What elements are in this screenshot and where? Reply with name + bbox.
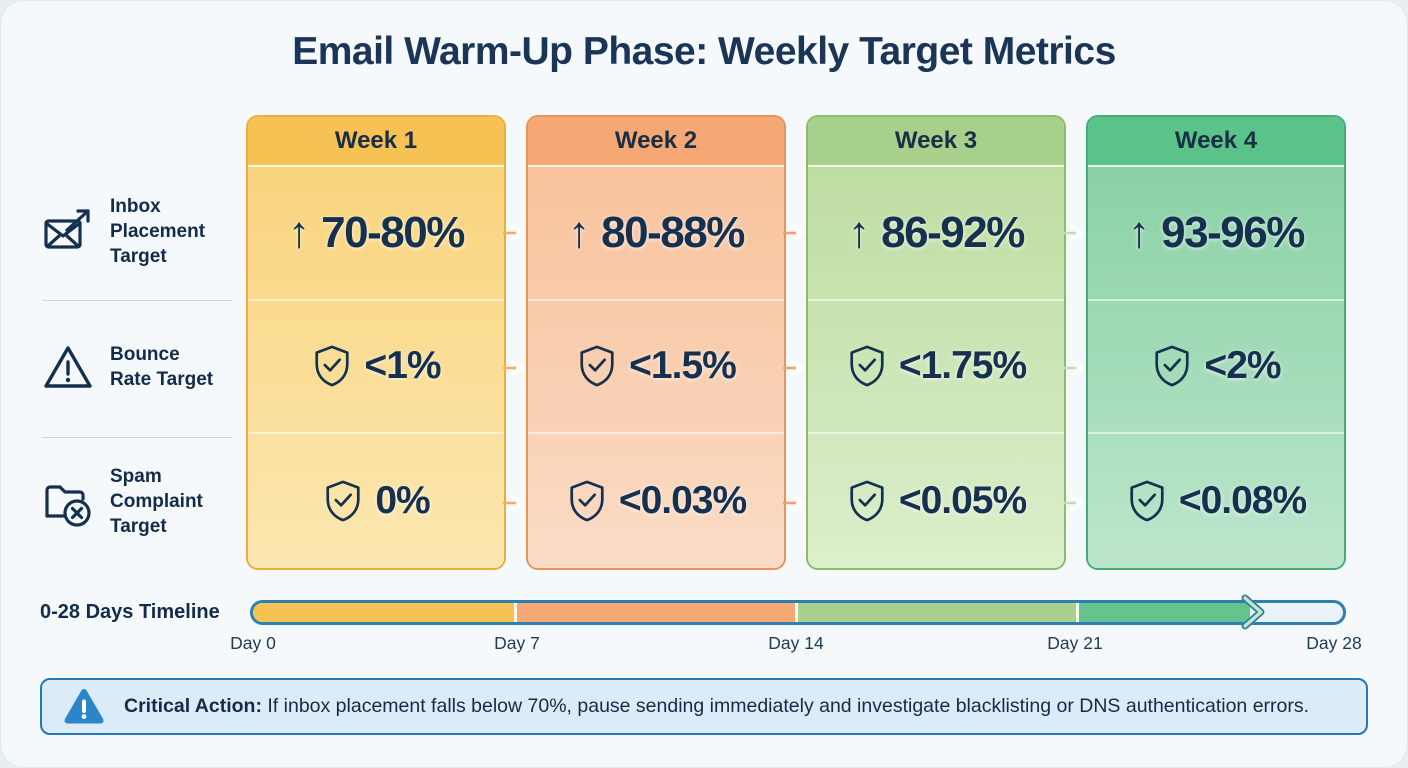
up-arrow-icon: ↑ <box>1128 207 1151 257</box>
warning-triangle-icon <box>44 345 92 388</box>
shield-check-icon <box>1155 346 1190 387</box>
metric-label: Inbox Placement Target <box>110 196 206 267</box>
week-3-column: Week 3 ↑ 86-92% <1.75% <0.05% <box>806 115 1066 570</box>
timeline-bar <box>250 594 1346 630</box>
shield-check-icon <box>850 480 884 522</box>
metric-label: Spam Complaint Target <box>110 466 203 537</box>
timeline-segment-week2 <box>515 603 796 622</box>
metric-divider <box>42 300 232 301</box>
alert-triangle-icon <box>64 688 104 723</box>
spam-complaint-cell: <0.08% <box>1088 434 1344 568</box>
bounce-rate-cell: <1% <box>248 301 504 435</box>
day-label-28: Day 28 <box>1306 633 1362 653</box>
flow-arrow-icon <box>503 494 524 512</box>
week-header: Week 2 <box>528 117 784 167</box>
spam-complaint-cell: <0.05% <box>808 434 1064 568</box>
inbox-placement-value: 80-88% <box>601 207 745 257</box>
up-arrow-icon: ↑ <box>848 207 871 257</box>
bounce-rate-cell: <1.5% <box>528 301 784 435</box>
spam-complaint-value: <0.08% <box>1178 479 1307 523</box>
day-label-0: Day 0 <box>230 633 276 653</box>
week-header: Week 3 <box>808 117 1064 167</box>
timeline-segment-week4 <box>1077 603 1250 622</box>
week-body: ↑ 93-96% <2% <0.08% <box>1088 167 1344 568</box>
bounce-rate-value: <2% <box>1204 344 1281 388</box>
shield-check-icon <box>315 346 350 387</box>
bounce-rate-cell: <2% <box>1088 301 1344 435</box>
bounce-rate-value: <1.5% <box>629 344 737 388</box>
page-title: Email Warm-Up Phase: Weekly Target Metri… <box>292 30 1116 73</box>
shield-check-icon <box>580 346 614 387</box>
flow-arrow-icon <box>783 494 804 512</box>
shield-check-icon <box>570 480 604 522</box>
spam-complaint-value: <0.05% <box>898 479 1027 523</box>
shield-check-icon <box>1130 480 1164 522</box>
envelope-trend-up-icon <box>44 208 90 249</box>
bounce-rate-value: <1.75% <box>898 344 1027 388</box>
inbox-placement-cell: ↑ 86-92% <box>808 167 1064 301</box>
up-arrow-icon: ↑ <box>568 207 591 257</box>
timeline-segment-week3 <box>796 603 1077 622</box>
week-title: Week 3 <box>894 127 978 154</box>
spam-complaint-value: 0% <box>375 479 430 523</box>
timeline-fill <box>253 603 1343 622</box>
week-body: ↑ 80-88% <1.5% <0.03% <box>528 167 784 568</box>
critical-action-banner: Critical Action: If inbox placement fall… <box>40 678 1368 735</box>
metric-inbox-placement: Inbox Placement Target <box>40 165 238 300</box>
metric-divider <box>42 437 232 438</box>
bounce-rate-value: <1% <box>364 344 441 388</box>
flow-arrow-icon <box>1063 359 1084 377</box>
timeline-separator <box>514 603 517 622</box>
spam-complaint-cell: <0.03% <box>528 434 784 568</box>
critical-action-text: Critical Action: If inbox placement fall… <box>124 695 1309 718</box>
week-2-column: Week 2 ↑ 80-88% <1.5% <0.03% <box>526 115 786 570</box>
inbox-placement-cell: ↑ 80-88% <box>528 167 784 301</box>
inbox-placement-value: 86-92% <box>881 207 1025 257</box>
bounce-rate-cell: <1.75% <box>808 301 1064 435</box>
week-title: Week 2 <box>614 127 698 154</box>
week-header: Week 1 <box>248 117 504 167</box>
timeline-label: 0-28 Days Timeline <box>40 601 220 623</box>
flow-arrow-icon <box>503 359 524 377</box>
inbox-placement-cell: ↑ 70-80% <box>248 167 504 301</box>
metric-spam-complaint: Spam Complaint Target <box>40 435 238 570</box>
week-body: ↑ 86-92% <1.75% <0.05% <box>808 167 1064 568</box>
shield-check-icon <box>850 346 884 387</box>
spam-complaint-value: <0.03% <box>618 479 747 523</box>
inbox-placement-value: 93-96% <box>1161 207 1305 257</box>
metric-bounce-rate: Bounce Rate Target <box>40 300 238 435</box>
day-label-21: Day 21 <box>1047 633 1103 653</box>
flow-arrow-icon <box>783 359 804 377</box>
timeline-separator <box>1076 603 1079 622</box>
folder-block-icon <box>45 484 91 527</box>
day-label-14: Day 14 <box>768 633 824 653</box>
metric-label: Bounce Rate Target <box>110 343 214 390</box>
spam-complaint-cell: 0% <box>248 434 504 568</box>
flow-arrow-icon <box>503 224 524 242</box>
flow-arrow-icon <box>1063 224 1084 242</box>
critical-action-lead: Critical Action: <box>124 695 262 717</box>
inbox-placement-value: 70-80% <box>321 207 465 257</box>
week-body: ↑ 70-80% <1% 0% <box>248 167 504 568</box>
shield-check-icon <box>326 480 360 522</box>
week-title: Week 4 <box>1174 127 1258 154</box>
up-arrow-icon: ↑ <box>288 207 311 257</box>
timeline-segment-week1 <box>253 603 515 622</box>
timeline-arrow-icon <box>1241 594 1265 630</box>
week-4-column: Week 4 ↑ 93-96% <2% <0.08% <box>1086 115 1346 570</box>
inbox-placement-cell: ↑ 93-96% <box>1088 167 1344 301</box>
timeline-separator <box>795 603 798 622</box>
day-label-7: Day 7 <box>494 633 540 653</box>
flow-arrow-icon <box>783 224 804 242</box>
week-1-column: Week 1 ↑ 70-80% <1% 0% <box>246 115 506 570</box>
critical-action-body: If inbox placement falls below 70%, paus… <box>261 695 1310 717</box>
week-title: Week 1 <box>334 127 418 154</box>
flow-arrow-icon <box>1063 494 1084 512</box>
week-header: Week 4 <box>1088 117 1344 167</box>
